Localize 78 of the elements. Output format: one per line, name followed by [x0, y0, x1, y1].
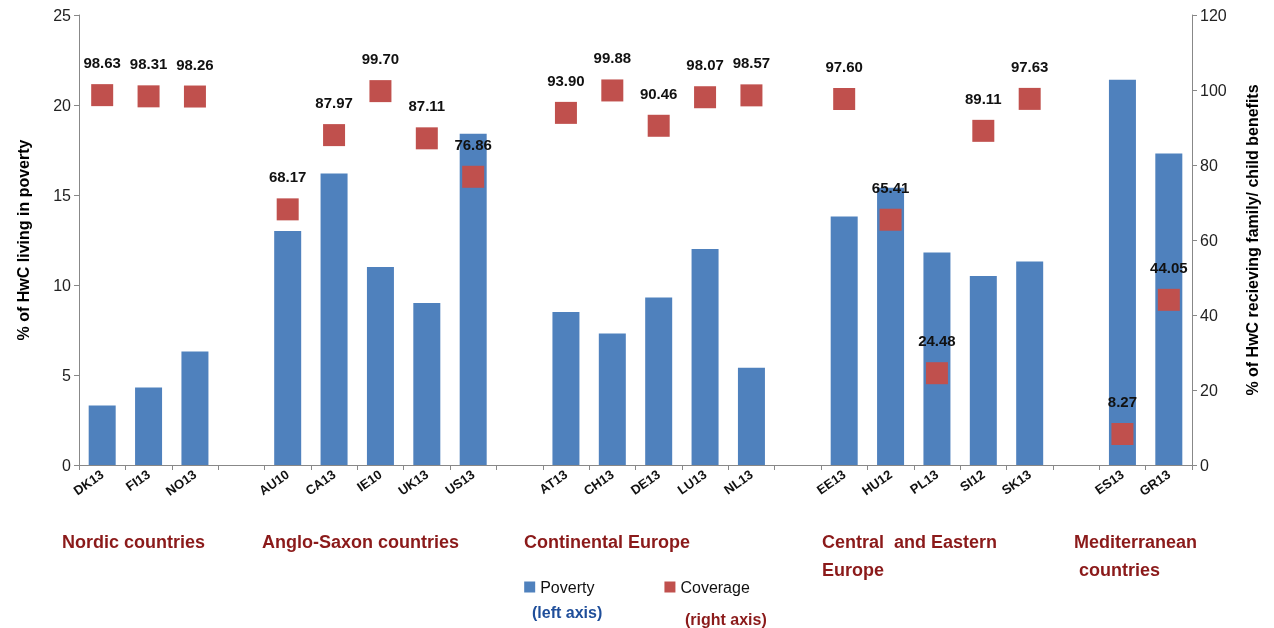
data-label: 98.07: [686, 56, 724, 74]
text: (right axis): [685, 610, 767, 628]
point: [137, 85, 160, 108]
text: (left axis): [532, 603, 603, 621]
point: [276, 198, 299, 221]
data-label: 90.46: [639, 84, 678, 102]
point: [415, 127, 438, 150]
bar: [969, 276, 997, 465]
text: Mediterranean countries: [1074, 532, 1198, 580]
point: [740, 84, 763, 107]
bar: [135, 387, 163, 465]
point: [833, 88, 856, 110]
text: Continental Europe: [524, 532, 690, 552]
bar: [552, 312, 580, 465]
y-tick-label: 20: [53, 96, 72, 114]
y2-tick-label: 80: [1200, 156, 1218, 174]
point: [1018, 87, 1041, 110]
bar: [645, 297, 673, 465]
point: [972, 119, 995, 142]
data-label: 68.17: [268, 168, 307, 186]
legend-label: Poverty: [540, 578, 595, 596]
bar: [598, 333, 626, 465]
point: [694, 86, 717, 109]
data-label: 87.11: [408, 97, 446, 115]
data-label: 99.70: [361, 50, 400, 68]
x-tick-label: SI12: [957, 466, 988, 495]
point: [647, 114, 670, 137]
data-label: 89.11: [964, 89, 1002, 107]
legend-label: Coverage: [680, 578, 750, 596]
bar: [1016, 261, 1044, 465]
y-tick-label: 25: [53, 6, 72, 24]
bar: [737, 367, 765, 465]
bar: [181, 351, 209, 465]
bar: [413, 303, 441, 465]
bar: [274, 231, 302, 465]
y2-tick-label: 120: [1200, 6, 1227, 24]
data-label: 98.31: [129, 55, 168, 73]
data-label: 98.26: [176, 55, 214, 73]
y2-tick-label: 40: [1200, 306, 1218, 324]
data-label: 98.63: [83, 54, 121, 72]
data-label: 98.57: [732, 54, 771, 72]
point: [91, 84, 114, 107]
text: Central and Eastern Europe: [822, 532, 998, 580]
point: [1157, 288, 1180, 311]
x-tick-label: IE10: [354, 466, 385, 495]
y2-axis-title: % of HwC recieving family/ child benefits: [1243, 84, 1261, 396]
x-tick-label: FI13: [122, 466, 153, 495]
text: Nordic countries: [62, 532, 206, 552]
y2-tick-label: 0: [1200, 456, 1209, 474]
bar: [830, 216, 858, 465]
point: [879, 208, 902, 231]
point: [601, 79, 624, 102]
point: [1111, 422, 1134, 445]
bar: [1108, 79, 1136, 465]
y-tick-label: 0: [62, 456, 72, 474]
point: [554, 101, 577, 124]
bar: [366, 267, 394, 465]
y-tick-label: 5: [62, 366, 72, 384]
point: [925, 362, 948, 385]
y2-tick-label: 60: [1200, 231, 1218, 249]
data-label: 93.90: [547, 71, 585, 89]
bar: [88, 405, 116, 465]
data-label: 97.60: [825, 58, 863, 75]
y2-tick-label: 20: [1200, 381, 1218, 399]
point: [462, 165, 485, 188]
y-tick-label: 10: [53, 276, 72, 294]
text: Anglo-Saxon countries: [262, 532, 460, 552]
y-tick-label: 15: [53, 186, 72, 204]
point: [323, 124, 346, 147]
data-label: 87.97: [315, 94, 353, 112]
y-axis-title: % of HwC living in poverty: [14, 139, 32, 341]
point: [369, 80, 392, 103]
bar: [320, 173, 348, 465]
bar: [691, 249, 719, 465]
y2-tick-label: 100: [1200, 81, 1227, 99]
data-label: 97.63: [1010, 57, 1049, 75]
point: [183, 85, 206, 108]
data-label: 99.88: [593, 49, 632, 67]
